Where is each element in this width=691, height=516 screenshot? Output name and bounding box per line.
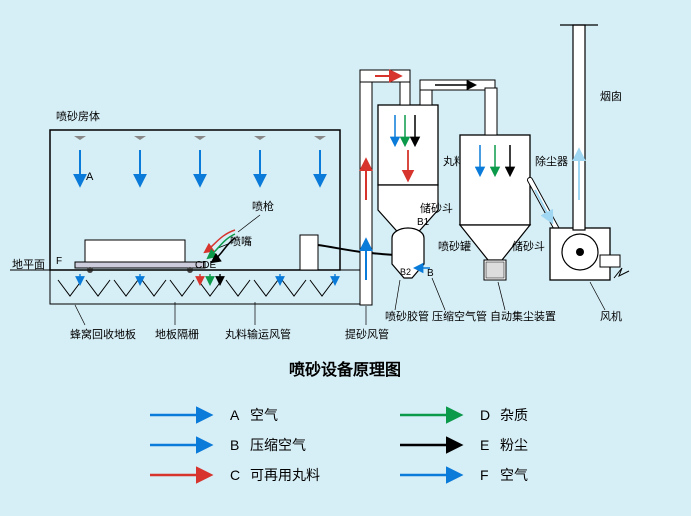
label-nozzle: 喷嘴 (230, 235, 252, 248)
ceiling-nozzle-icon (74, 136, 326, 140)
hose-icon (318, 245, 395, 255)
legend-text: 空气 (500, 467, 528, 483)
duct-to-fan (530, 180, 560, 235)
fan-icon (550, 228, 629, 280)
chimney (560, 25, 598, 230)
legend-text: 杂质 (500, 407, 528, 423)
label-F: F (56, 256, 62, 267)
legend-letter: B (230, 437, 239, 453)
label-compAirPipe: 压缩空气管 (432, 309, 487, 323)
legend-text: 空气 (250, 407, 278, 423)
legend-letter: A (230, 407, 240, 423)
label-sandHose: 喷砂胶管 (385, 309, 429, 323)
legend-letter: D (480, 407, 490, 423)
auto-dust-bin (484, 260, 506, 280)
legend: A 空气 B 压缩空气 C 可再用丸料 D 杂质 E 粉尘 F 空气 (150, 407, 528, 483)
legend-letter: E (480, 437, 489, 453)
label-fan: 风机 (600, 309, 622, 323)
label-honeycomb: 蜂窝回收地板 (70, 327, 136, 341)
blast-room: A 喷枪 喷嘴 CDE F (50, 130, 340, 273)
label-conveyPipe: 丸料输运风管 (225, 327, 291, 341)
workpiece-icon (85, 240, 185, 262)
legend-letter: F (480, 467, 489, 483)
label-liftPipe: 提砂风管 (345, 327, 389, 341)
label-autoDust: 自动集尘装置 (490, 309, 556, 323)
label-cde: CDE (195, 260, 216, 271)
label-hopperB1: 储砂斗 (420, 201, 453, 215)
sand-tank: B2 B (392, 228, 434, 279)
diagram-title: 喷砂设备原理图 (289, 360, 401, 379)
label-ground: 地平面 (12, 258, 45, 271)
label-A: A (86, 171, 94, 183)
label-dustCollector: 除尘器 (535, 154, 568, 168)
label-B1: B1 (417, 217, 430, 228)
label-grating: 地板隔栅 (155, 327, 199, 341)
legend-text: 可再用丸料 (250, 467, 320, 483)
label-room: 喷砂房体 (56, 109, 100, 123)
legend-text: 压缩空气 (250, 437, 306, 453)
label-B: B (427, 268, 434, 279)
label-hopper2: 储砂斗 (512, 239, 545, 253)
label-chimney: 烟囱 (600, 89, 622, 103)
label-B2: B2 (400, 267, 411, 277)
label-sandTank: 喷砂罐 (438, 240, 471, 253)
floor-recovery (50, 270, 360, 304)
legend-letter: C (230, 467, 240, 483)
label-gun: 喷枪 (252, 199, 274, 213)
legend-text: 粉尘 (500, 437, 528, 453)
